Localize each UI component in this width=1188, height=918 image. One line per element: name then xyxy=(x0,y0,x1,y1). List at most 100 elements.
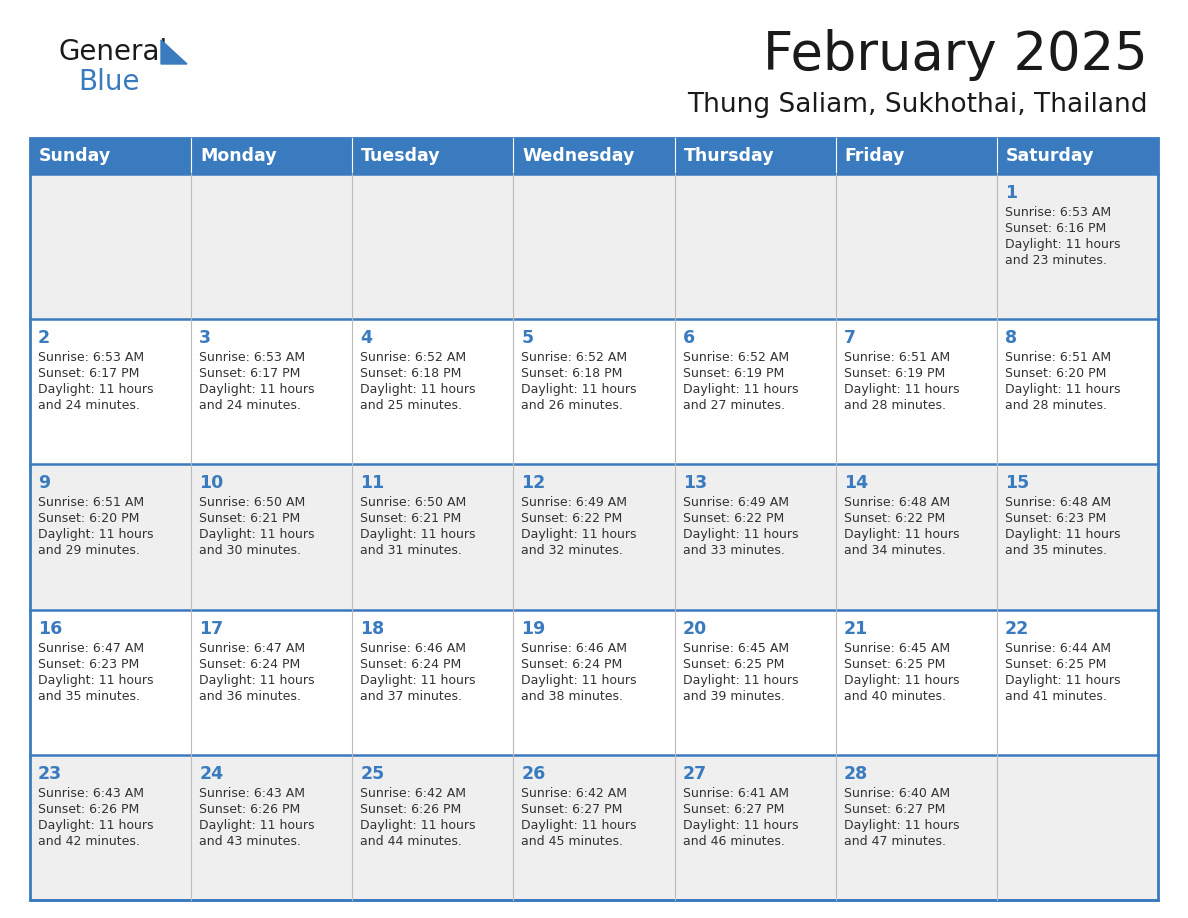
Text: and 46 minutes.: and 46 minutes. xyxy=(683,834,784,848)
Text: 21: 21 xyxy=(843,620,868,638)
Text: Daylight: 11 hours: Daylight: 11 hours xyxy=(843,674,959,687)
Text: Daylight: 11 hours: Daylight: 11 hours xyxy=(360,383,475,397)
Text: Daylight: 11 hours: Daylight: 11 hours xyxy=(683,529,798,542)
Bar xyxy=(30,610,1158,755)
Text: and 44 minutes.: and 44 minutes. xyxy=(360,834,462,848)
Text: Sunrise: 6:46 AM: Sunrise: 6:46 AM xyxy=(360,642,466,655)
Text: Daylight: 11 hours: Daylight: 11 hours xyxy=(843,819,959,832)
Text: Sunrise: 6:52 AM: Sunrise: 6:52 AM xyxy=(683,352,789,364)
Text: Daylight: 11 hours: Daylight: 11 hours xyxy=(522,529,637,542)
Text: Sunset: 6:25 PM: Sunset: 6:25 PM xyxy=(1005,657,1106,671)
Text: Daylight: 11 hours: Daylight: 11 hours xyxy=(38,529,153,542)
Text: 14: 14 xyxy=(843,475,868,492)
Text: 25: 25 xyxy=(360,765,385,783)
Text: and 31 minutes.: and 31 minutes. xyxy=(360,544,462,557)
Text: Sunset: 6:26 PM: Sunset: 6:26 PM xyxy=(360,803,461,816)
Text: Sunset: 6:24 PM: Sunset: 6:24 PM xyxy=(200,657,301,671)
Text: Sunset: 6:19 PM: Sunset: 6:19 PM xyxy=(683,367,784,380)
Text: and 24 minutes.: and 24 minutes. xyxy=(200,399,301,412)
Text: Daylight: 11 hours: Daylight: 11 hours xyxy=(843,383,959,397)
Text: Sunrise: 6:44 AM: Sunrise: 6:44 AM xyxy=(1005,642,1111,655)
Text: Sunrise: 6:52 AM: Sunrise: 6:52 AM xyxy=(360,352,467,364)
Bar xyxy=(30,465,1158,610)
Text: Sunrise: 6:48 AM: Sunrise: 6:48 AM xyxy=(843,497,950,509)
Text: Sunset: 6:23 PM: Sunset: 6:23 PM xyxy=(1005,512,1106,525)
Text: Sunset: 6:17 PM: Sunset: 6:17 PM xyxy=(38,367,139,380)
Text: Daylight: 11 hours: Daylight: 11 hours xyxy=(843,529,959,542)
Text: Daylight: 11 hours: Daylight: 11 hours xyxy=(522,819,637,832)
Text: Sunrise: 6:50 AM: Sunrise: 6:50 AM xyxy=(360,497,467,509)
Text: Sunrise: 6:51 AM: Sunrise: 6:51 AM xyxy=(38,497,144,509)
Text: Sunrise: 6:53 AM: Sunrise: 6:53 AM xyxy=(38,352,144,364)
Text: Daylight: 11 hours: Daylight: 11 hours xyxy=(360,819,475,832)
Text: and 39 minutes.: and 39 minutes. xyxy=(683,689,784,702)
Text: Sunset: 6:27 PM: Sunset: 6:27 PM xyxy=(683,803,784,816)
Text: and 38 minutes.: and 38 minutes. xyxy=(522,689,624,702)
Text: 18: 18 xyxy=(360,620,385,638)
Text: and 24 minutes.: and 24 minutes. xyxy=(38,399,140,412)
Text: Thung Saliam, Sukhothai, Thailand: Thung Saliam, Sukhothai, Thailand xyxy=(688,92,1148,118)
Text: Sunrise: 6:46 AM: Sunrise: 6:46 AM xyxy=(522,642,627,655)
Text: Daylight: 11 hours: Daylight: 11 hours xyxy=(1005,383,1120,397)
Text: Sunset: 6:25 PM: Sunset: 6:25 PM xyxy=(683,657,784,671)
Text: Daylight: 11 hours: Daylight: 11 hours xyxy=(38,674,153,687)
Text: Sunrise: 6:45 AM: Sunrise: 6:45 AM xyxy=(843,642,950,655)
Text: and 36 minutes.: and 36 minutes. xyxy=(200,689,301,702)
Text: Sunset: 6:21 PM: Sunset: 6:21 PM xyxy=(200,512,301,525)
Text: and 37 minutes.: and 37 minutes. xyxy=(360,689,462,702)
Text: and 47 minutes.: and 47 minutes. xyxy=(843,834,946,848)
Text: Sunset: 6:17 PM: Sunset: 6:17 PM xyxy=(200,367,301,380)
Text: 8: 8 xyxy=(1005,330,1017,347)
Text: Sunrise: 6:51 AM: Sunrise: 6:51 AM xyxy=(1005,352,1111,364)
Text: Tuesday: Tuesday xyxy=(361,147,441,165)
Text: and 43 minutes.: and 43 minutes. xyxy=(200,834,301,848)
Text: Sunrise: 6:49 AM: Sunrise: 6:49 AM xyxy=(683,497,789,509)
Text: 2: 2 xyxy=(38,330,50,347)
Text: Sunrise: 6:42 AM: Sunrise: 6:42 AM xyxy=(360,787,466,800)
Text: Monday: Monday xyxy=(200,147,277,165)
Text: 16: 16 xyxy=(38,620,62,638)
Text: Sunrise: 6:51 AM: Sunrise: 6:51 AM xyxy=(843,352,950,364)
Text: 22: 22 xyxy=(1005,620,1029,638)
Text: and 42 minutes.: and 42 minutes. xyxy=(38,834,140,848)
Text: and 30 minutes.: and 30 minutes. xyxy=(200,544,301,557)
Text: 23: 23 xyxy=(38,765,62,783)
Text: Daylight: 11 hours: Daylight: 11 hours xyxy=(522,674,637,687)
Polygon shape xyxy=(162,40,187,64)
Text: Blue: Blue xyxy=(78,68,139,96)
Text: Sunset: 6:18 PM: Sunset: 6:18 PM xyxy=(360,367,462,380)
Text: Daylight: 11 hours: Daylight: 11 hours xyxy=(683,819,798,832)
Text: 7: 7 xyxy=(843,330,855,347)
Text: Daylight: 11 hours: Daylight: 11 hours xyxy=(360,529,475,542)
Text: Sunday: Sunday xyxy=(39,147,112,165)
Text: Sunset: 6:20 PM: Sunset: 6:20 PM xyxy=(1005,367,1106,380)
Text: Daylight: 11 hours: Daylight: 11 hours xyxy=(1005,238,1120,251)
Text: 17: 17 xyxy=(200,620,223,638)
Text: Sunrise: 6:52 AM: Sunrise: 6:52 AM xyxy=(522,352,627,364)
Text: 26: 26 xyxy=(522,765,545,783)
Text: Sunrise: 6:43 AM: Sunrise: 6:43 AM xyxy=(200,787,305,800)
Text: 28: 28 xyxy=(843,765,868,783)
Text: and 28 minutes.: and 28 minutes. xyxy=(843,399,946,412)
Text: Daylight: 11 hours: Daylight: 11 hours xyxy=(360,674,475,687)
Text: Sunset: 6:21 PM: Sunset: 6:21 PM xyxy=(360,512,461,525)
Text: Sunrise: 6:43 AM: Sunrise: 6:43 AM xyxy=(38,787,144,800)
Text: 27: 27 xyxy=(683,765,707,783)
Text: Sunrise: 6:47 AM: Sunrise: 6:47 AM xyxy=(200,642,305,655)
Text: Sunrise: 6:40 AM: Sunrise: 6:40 AM xyxy=(843,787,950,800)
Text: and 28 minutes.: and 28 minutes. xyxy=(1005,399,1107,412)
Text: Friday: Friday xyxy=(845,147,905,165)
Text: 9: 9 xyxy=(38,475,50,492)
Text: Sunset: 6:26 PM: Sunset: 6:26 PM xyxy=(200,803,301,816)
Text: and 29 minutes.: and 29 minutes. xyxy=(38,544,140,557)
Text: Sunset: 6:24 PM: Sunset: 6:24 PM xyxy=(360,657,461,671)
Text: Sunset: 6:26 PM: Sunset: 6:26 PM xyxy=(38,803,139,816)
Text: and 27 minutes.: and 27 minutes. xyxy=(683,399,784,412)
Text: Sunset: 6:27 PM: Sunset: 6:27 PM xyxy=(843,803,946,816)
Text: 11: 11 xyxy=(360,475,385,492)
Text: and 26 minutes.: and 26 minutes. xyxy=(522,399,624,412)
Text: and 25 minutes.: and 25 minutes. xyxy=(360,399,462,412)
Bar xyxy=(30,138,191,174)
Text: and 35 minutes.: and 35 minutes. xyxy=(38,689,140,702)
Bar xyxy=(191,138,353,174)
